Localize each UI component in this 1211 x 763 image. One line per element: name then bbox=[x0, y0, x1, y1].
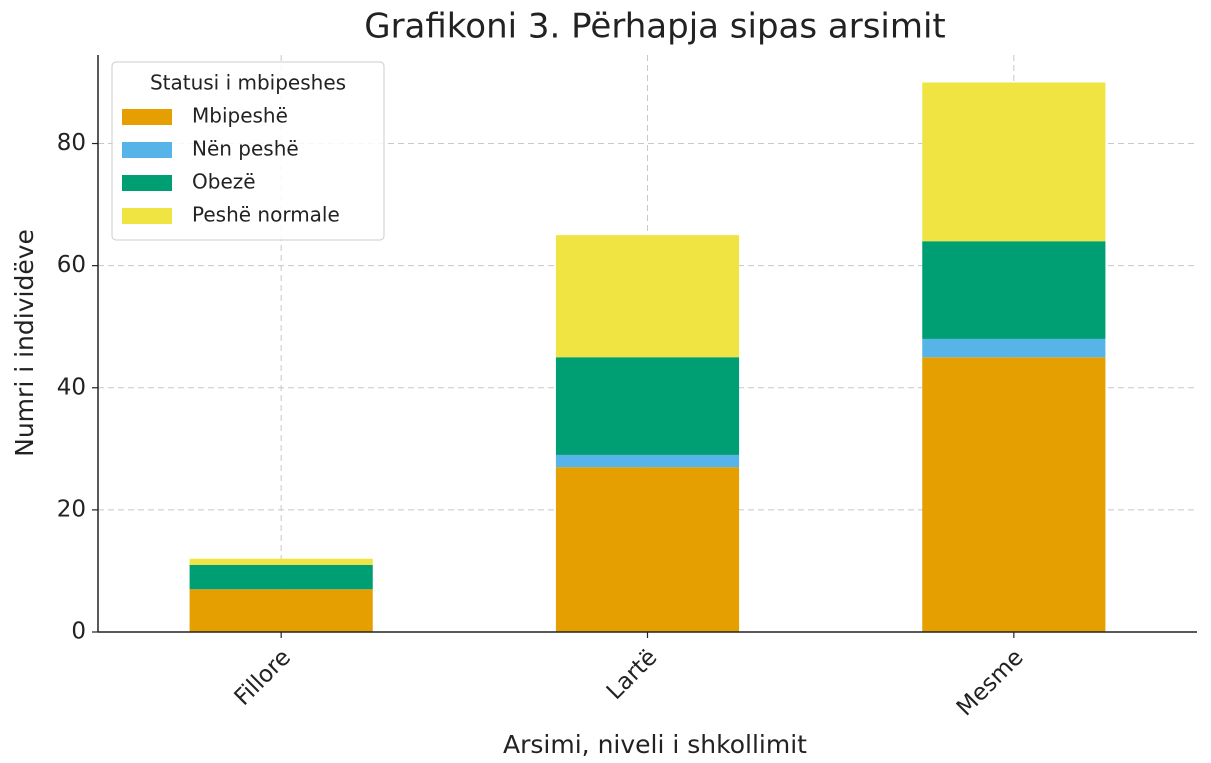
bar-segment bbox=[189, 558, 373, 565]
x-tick-label: Lartë bbox=[602, 644, 662, 704]
legend-swatch bbox=[122, 175, 172, 191]
bar-segment bbox=[189, 564, 373, 590]
legend-label: Obezë bbox=[192, 170, 256, 194]
legend-box bbox=[111, 61, 385, 241]
y-tick-label: 0 bbox=[71, 619, 86, 645]
bar-segment bbox=[555, 357, 740, 455]
bar-segment bbox=[189, 589, 373, 632]
legend-swatch bbox=[122, 142, 172, 158]
bar-segment bbox=[555, 235, 740, 358]
x-axis-label: Arsimi, niveli i shkollimit bbox=[503, 730, 807, 759]
legend-title: Statusi i mbipeshes bbox=[150, 71, 346, 95]
legend-label: Mbipeshë bbox=[192, 104, 288, 128]
y-tick-label: 80 bbox=[57, 130, 86, 156]
y-axis-label: Numri i individëve bbox=[10, 229, 39, 457]
x-tick-label: Mesme bbox=[952, 644, 1029, 721]
legend-label: Nën peshë bbox=[192, 137, 299, 161]
chart-title: Grafikoni 3. Përhapja sipas arsimit bbox=[364, 7, 946, 47]
legend-label: Peshë normale bbox=[192, 203, 340, 227]
legend-swatch bbox=[122, 109, 172, 125]
bar-segment bbox=[922, 338, 1106, 358]
y-tick-label: 20 bbox=[57, 496, 86, 522]
bar-segment bbox=[555, 467, 740, 632]
y-tick-label: 40 bbox=[57, 374, 86, 400]
bar-segment bbox=[555, 454, 740, 468]
bar-segment bbox=[922, 82, 1106, 242]
bar-segment bbox=[922, 357, 1106, 632]
legend: Statusi i mbipeshes Mbipeshë Nën peshë Obez… bbox=[111, 61, 385, 241]
bar-segment bbox=[922, 241, 1106, 339]
x-tick-label: Fillore bbox=[230, 644, 296, 710]
y-tick-label: 60 bbox=[57, 252, 86, 278]
legend-swatch bbox=[122, 208, 172, 224]
